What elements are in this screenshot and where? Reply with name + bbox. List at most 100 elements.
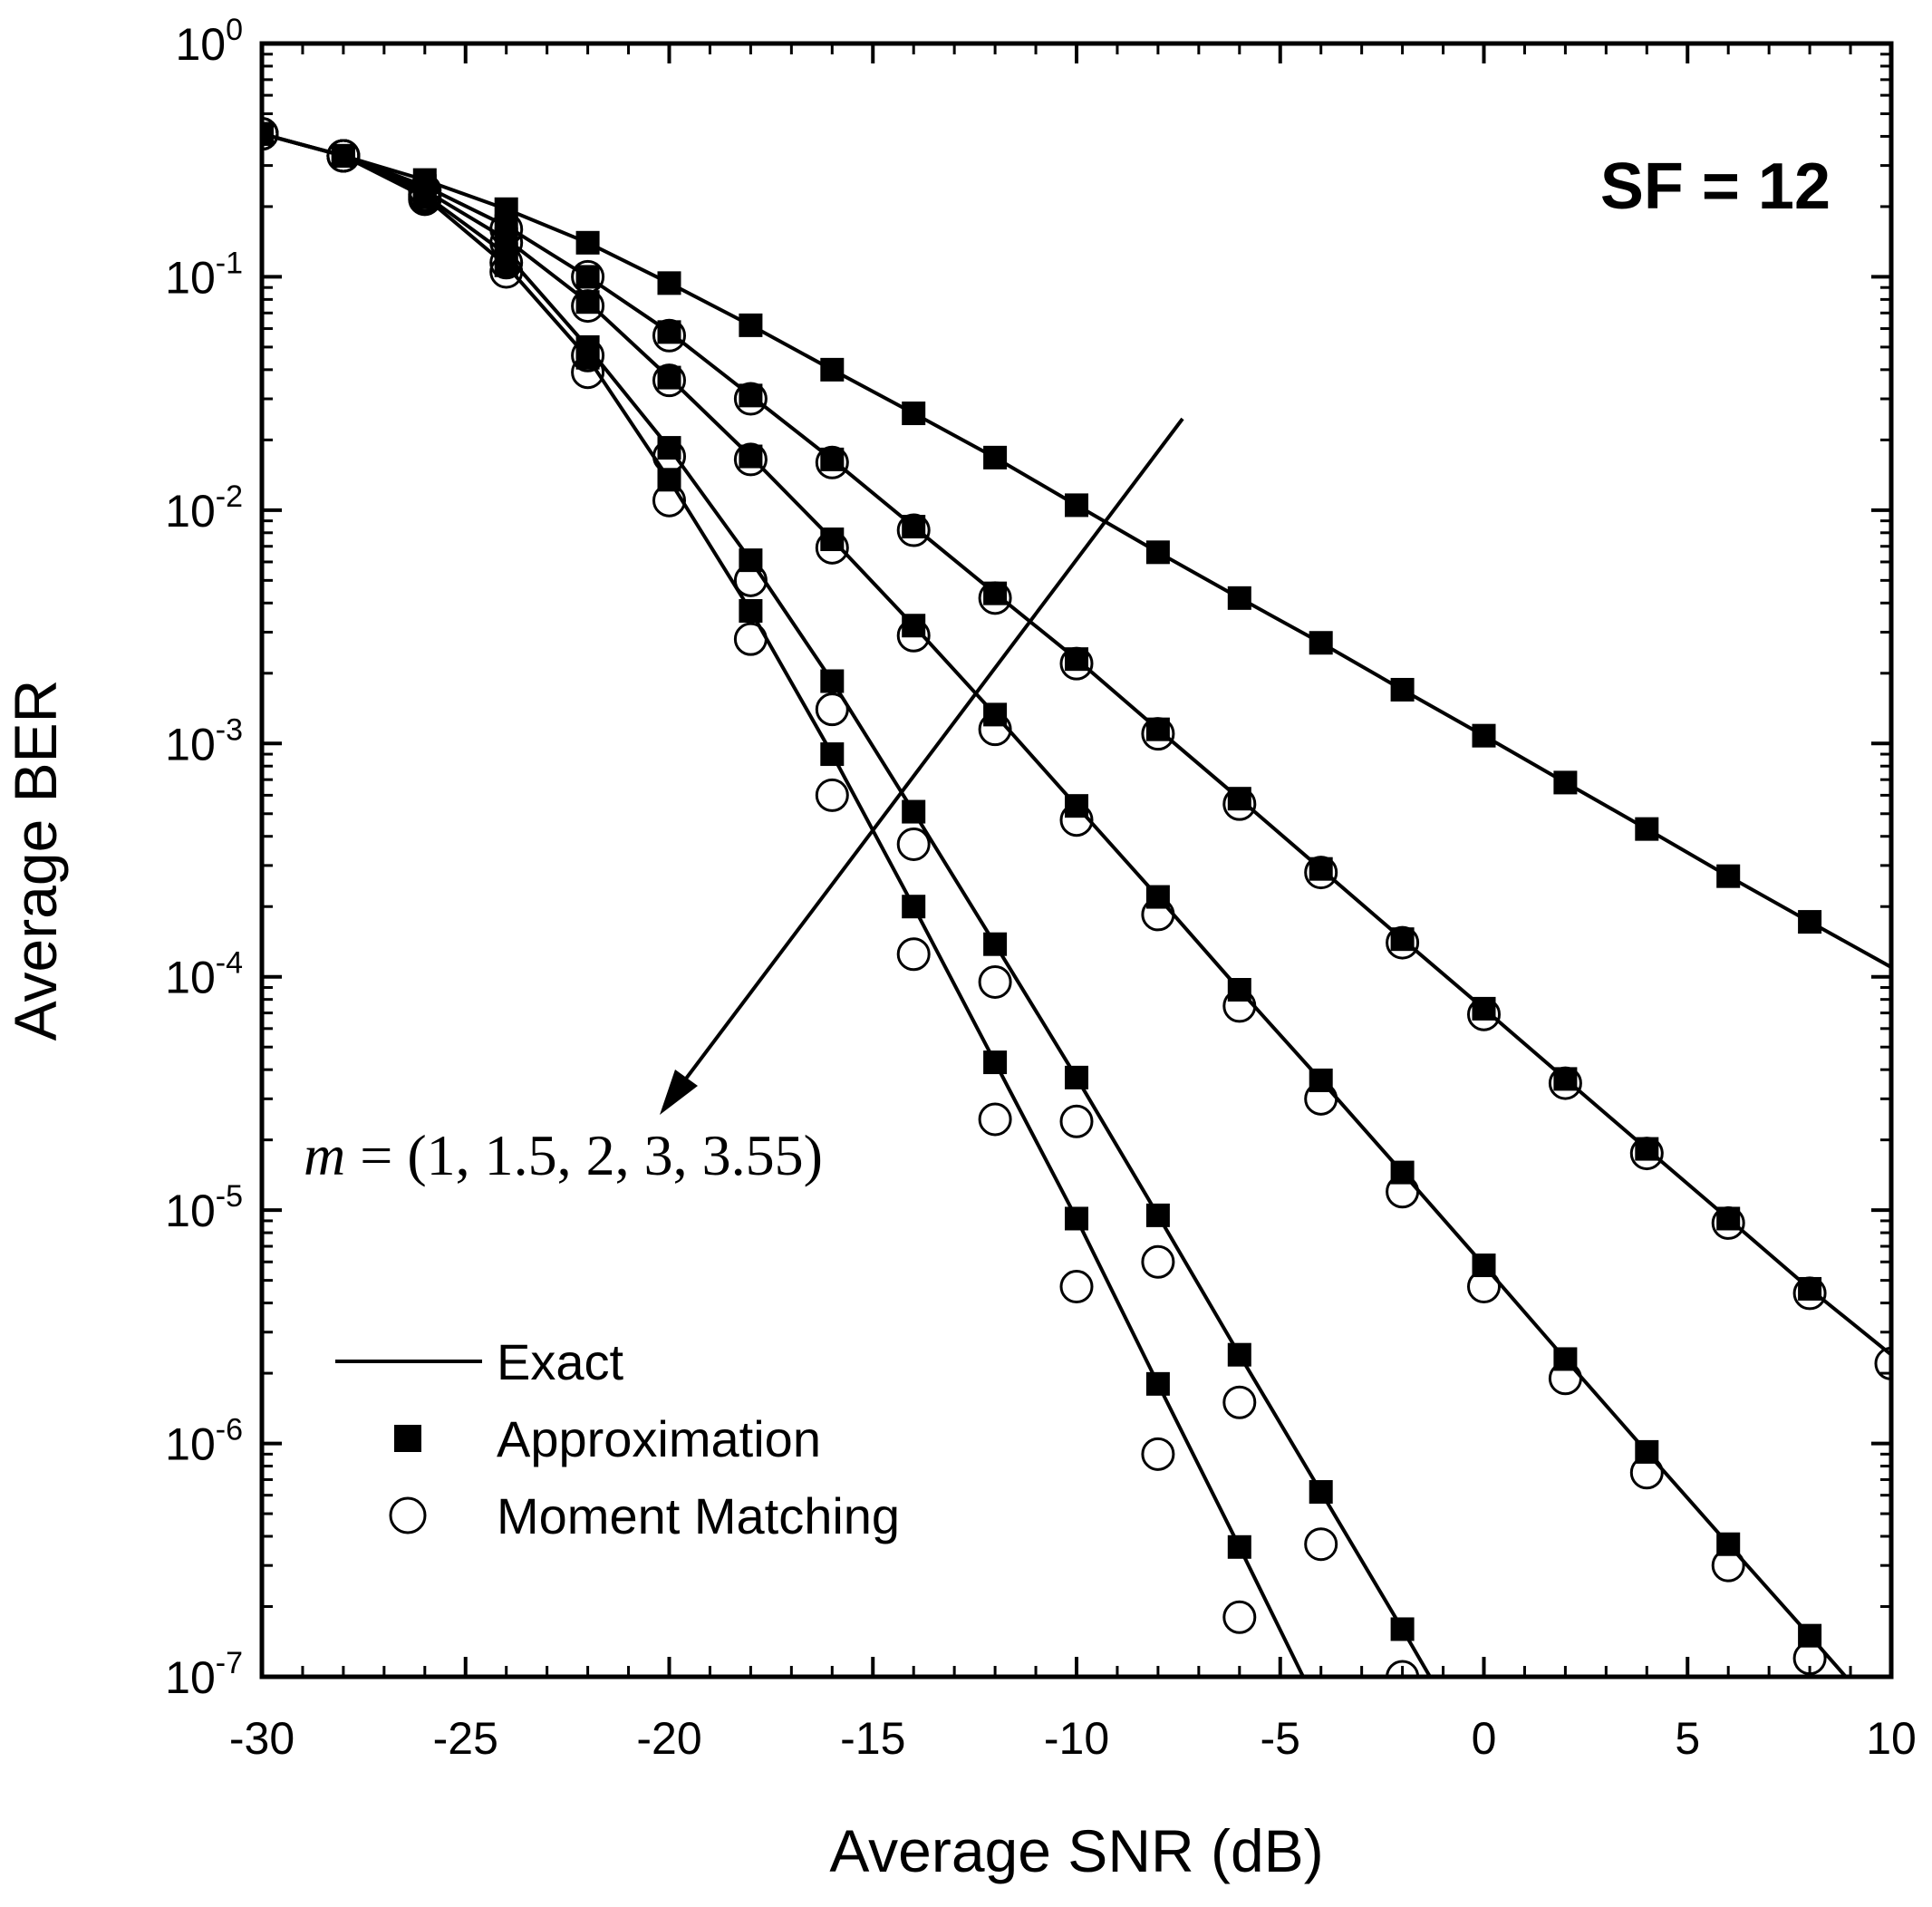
approximation-point [1390,1160,1415,1185]
approximation-point [1635,1137,1659,1161]
approximation-point [902,799,926,824]
series-group [262,117,1306,1677]
moment-matching-point [1304,856,1338,890]
approximation-point [902,614,926,638]
approximation-point [820,528,845,552]
approximation-point [902,402,926,426]
moment-matching-point [896,827,931,861]
sf-annotation: SF = 12 [1600,150,1831,223]
approximation-point [1390,677,1415,702]
approximation-point [657,468,681,492]
moment-matching-point [1141,1437,1175,1471]
x-tick-label: -10 [1044,1713,1109,1764]
moment-matching-point [1222,1385,1257,1419]
moment-matching-point [978,964,1012,999]
approximation-point [1798,1276,1822,1301]
moment-matching-point [262,117,279,151]
x-axis-title: Average SNR (dB) [829,1817,1323,1884]
approximation-point [739,383,763,408]
approximation-point [1145,1371,1170,1396]
approximation-point [902,895,926,919]
legend: Exact Approximation Moment Matching [335,1333,900,1544]
moment-matching-point [1059,1270,1094,1304]
approximation-point [983,581,1008,605]
series-group [262,117,1891,1380]
y-tick-label: 10-2 [165,479,243,537]
approximation-point [739,599,763,624]
moment-matching-point [1059,1104,1094,1138]
legend-moment-matching-label: Moment Matching [497,1487,900,1544]
m-values: = (1, 1.5, 2, 3, 3.55) [345,1123,823,1187]
x-tick-label: -25 [433,1713,498,1764]
approximation-point [1065,493,1088,518]
moment-matching-point [652,363,686,398]
approximation-point [657,320,681,344]
approximation-point [1553,770,1578,795]
moment-matching-point [815,445,849,479]
approximation-point [820,742,845,767]
approximation-point [983,1050,1008,1075]
approximation-point [1472,996,1496,1021]
m-variable: m [304,1123,345,1187]
moment-matching-point [815,692,849,727]
approximation-point [1635,1439,1659,1464]
approximation-point [820,357,845,382]
approximation-point [1798,910,1822,934]
x-tick-label: 5 [1675,1713,1700,1764]
approximation-point [1716,1532,1741,1556]
exact-curve [262,131,1433,1677]
x-tick-label: -5 [1261,1713,1300,1764]
x-tick-label: -15 [840,1713,905,1764]
approximation-point [1553,1347,1578,1371]
y-tick-labels: 100 10-1 10-2 10-3 10-4 10-5 10-6 10-7 [165,13,243,1703]
approximation-point [1309,1480,1333,1505]
moment-matching-point [733,622,768,656]
x-tick-label: -30 [229,1713,295,1764]
approximation-point [820,669,845,693]
approximation-point [657,365,681,390]
y-tick-label: 10-6 [165,1413,243,1470]
moment-matching-point [733,442,768,477]
approximation-point [1145,717,1170,741]
moment-matching-point [815,778,849,812]
moment-matching-point [896,937,931,972]
approximation-point [1716,864,1741,888]
approximation-point [1065,647,1088,672]
approximation-point [331,143,355,168]
m-direction-arrow [660,417,1184,1115]
approximation-point [1145,885,1170,909]
legend-exact-label: Exact [497,1333,623,1390]
approximation-point [1227,1342,1251,1367]
approximation-point [1390,927,1415,952]
y-tick-label: 10-1 [165,246,243,303]
approximation-point [494,253,518,277]
approximation-point [983,932,1008,956]
moment-matching-point [1141,1244,1175,1279]
m-values-label: m = (1, 1.5, 2, 3, 3.55) [304,1123,823,1187]
approximation-point [575,230,600,255]
approximation-point [1065,1206,1088,1231]
approximation-point [1390,1617,1415,1641]
y-tick-label: 10-5 [165,1179,243,1236]
approximation-point [820,447,845,471]
moment-matching-point [1222,1600,1257,1634]
series-group [262,117,1849,1677]
approximation-point [657,436,681,460]
moment-matching-point [408,182,442,217]
approximation-point [1145,540,1170,565]
moment-matching-point [733,382,768,416]
approximation-point [1227,586,1251,610]
x-tick-label: 0 [1472,1713,1497,1764]
moment-matching-point [1874,1346,1891,1380]
approximation-point [1065,794,1088,818]
approximation-point [902,515,926,539]
approximation-point [983,445,1008,469]
moment-matching-point [978,1102,1012,1137]
x-tick-labels: -30 -25 -20 -15 -10 -5 0 5 10 [229,1713,1917,1764]
moment-matching-point [1386,925,1420,960]
approximation-point [739,313,763,337]
y-tick-label: 10-4 [165,946,243,1003]
moment-matching-point [652,318,686,353]
approximation-point [1309,631,1333,655]
